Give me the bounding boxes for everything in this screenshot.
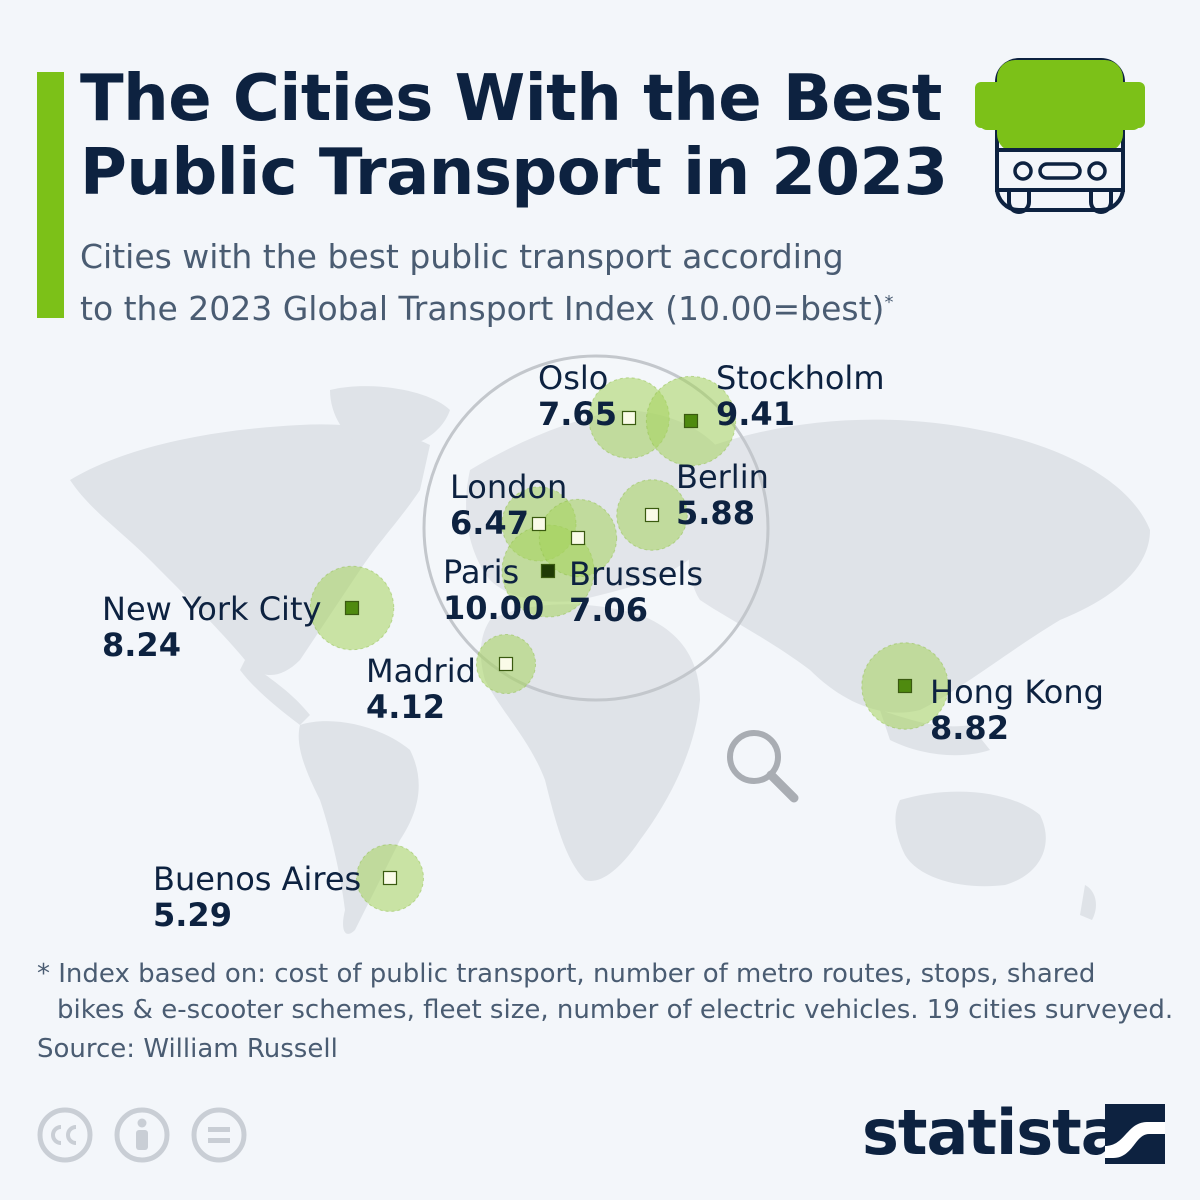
city-value: 4.12 [366,688,445,726]
city-value: 6.47 [450,504,529,542]
city-name: Madrid [366,652,476,690]
marker-berlin[interactable] [644,507,660,523]
marker-buenos-aires[interactable] [382,870,398,886]
source-credit: Source: William Russell [37,1034,338,1064]
japan [1035,554,1070,610]
statista-wordmark[interactable]: statista [862,1096,1123,1169]
central-america [240,660,310,725]
marker-brussels[interactable] [570,530,586,546]
subtitle-line-2: to the 2023 Global Transport Index (10.0… [80,289,885,328]
footnote-line-2: bikes & e-scooter schemes, fleet size, n… [57,995,1174,1025]
magnifier-icon [727,730,799,803]
south-america [298,721,419,934]
marker-oslo[interactable] [621,410,637,426]
marker-stockholm[interactable] [683,413,699,429]
city-value: 5.88 [676,494,755,532]
marker-new-york-city[interactable] [344,600,360,616]
marker-madrid[interactable] [498,656,514,672]
bus-icon [975,58,1145,214]
city-name: Buenos Aires [153,860,362,898]
marker-paris[interactable] [540,563,556,579]
city-value: 10.00 [443,589,545,627]
page-title: The Cities With the Best Public Transpor… [80,62,960,210]
page-subtitle: Cities with the best public transport ac… [80,234,980,332]
city-value: 8.24 [102,626,181,664]
asia [688,419,1150,713]
city-name: Oslo [538,359,609,397]
statista-logo-icon[interactable] [1105,1104,1165,1164]
cc-icon[interactable] [37,1107,93,1163]
city-name: Stockholm [716,359,885,397]
no-derivatives-icon[interactable] [191,1107,247,1163]
title-line-1: The Cities With the Best [80,62,942,136]
subtitle-footnote-mark: * [884,292,894,313]
license-icons [37,1107,247,1163]
world-map [70,354,1150,934]
city-name: Paris [443,553,520,591]
accent-bar [37,72,64,318]
city-value: 9.41 [716,395,795,433]
subtitle-line-1: Cities with the best public transport ac… [80,237,844,276]
city-name: Berlin [676,458,769,496]
city-name: Hong Kong [930,673,1104,711]
city-name: Brussels [569,555,703,593]
australia [895,791,1046,887]
city-value: 5.29 [153,896,232,934]
attribution-icon[interactable] [114,1107,170,1163]
greenland [330,386,450,451]
title-line-2: Public Transport in 2023 [80,136,948,210]
footnote: * Index based on: cost of public transpo… [37,956,1177,1028]
landmass [70,386,1150,934]
footnote-line-1: * Index based on: cost of public transpo… [37,959,1096,989]
marker-london[interactable] [531,516,547,532]
markers-layer [344,410,913,886]
city-value: 7.65 [538,395,617,433]
city-value: 8.82 [930,709,1009,747]
new-zealand [1080,885,1096,920]
marker-hong-kong[interactable] [897,678,913,694]
africa [480,604,700,881]
city-value: 7.06 [569,591,648,629]
city-name: New York City [102,590,322,628]
city-name: London [450,468,568,506]
north-america [70,424,430,675]
